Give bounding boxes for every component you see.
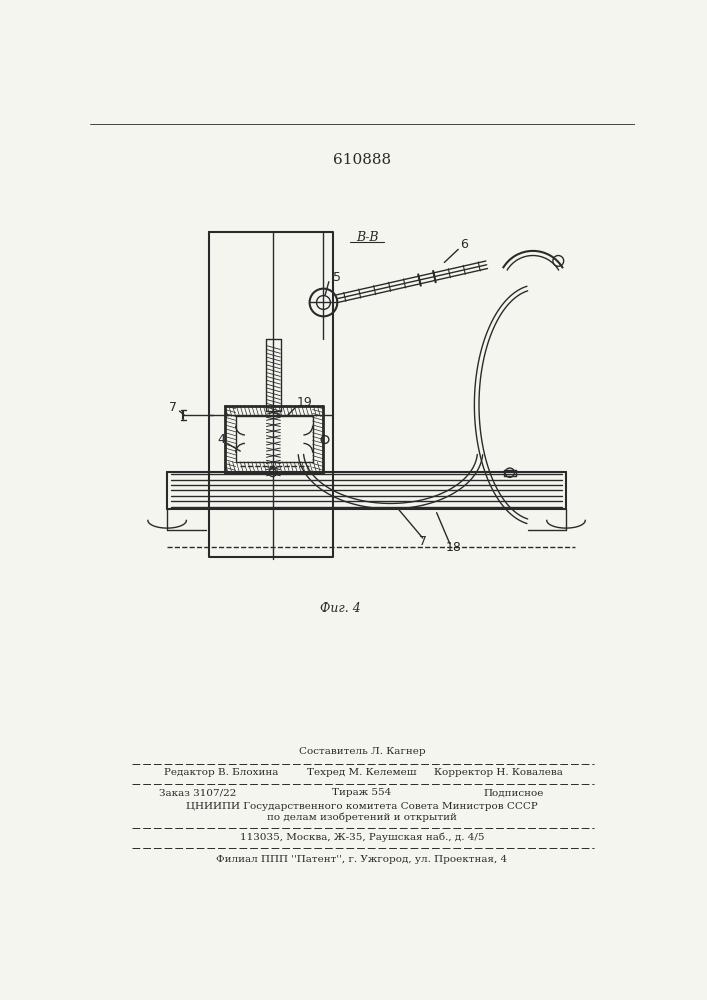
Text: Филиал ППП ''Патент'', г. Ужгород, ул. Проектная, 4: Филиал ППП ''Патент'', г. Ужгород, ул. П… — [216, 855, 508, 864]
Text: 7: 7 — [419, 535, 427, 548]
Text: 5: 5 — [333, 271, 341, 284]
Text: 610888: 610888 — [333, 153, 391, 167]
Text: Заказ 3107/22: Заказ 3107/22 — [159, 788, 237, 797]
Text: 4: 4 — [217, 433, 225, 446]
Text: по делам изобретений и открытий: по делам изобретений и открытий — [267, 813, 457, 822]
Text: Техред М. Келемеш: Техред М. Келемеш — [308, 768, 416, 777]
Text: 113035, Москва, Ж-35, Раушская наб., д. 4/5: 113035, Москва, Ж-35, Раушская наб., д. … — [240, 833, 484, 842]
Text: В-В: В-В — [356, 231, 378, 244]
Text: 19: 19 — [296, 396, 312, 409]
Text: Тираж 554: Тираж 554 — [332, 788, 392, 797]
Text: 7: 7 — [169, 401, 177, 414]
Text: 6: 6 — [460, 238, 467, 251]
Text: Корректор Н. Ковалева: Корректор Н. Ковалева — [434, 768, 563, 777]
Text: 18: 18 — [445, 541, 462, 554]
Text: Составитель Л. Кагнер: Составитель Л. Кагнер — [298, 747, 426, 756]
Text: Фиг. 4: Фиг. 4 — [320, 602, 361, 615]
Text: ЦНИИПИ Государственного комитета Совета Министров СССР: ЦНИИПИ Государственного комитета Совета … — [186, 802, 538, 811]
Text: Редактор В. Блохина: Редактор В. Блохина — [164, 768, 279, 777]
Text: Подписное: Подписное — [484, 788, 544, 797]
